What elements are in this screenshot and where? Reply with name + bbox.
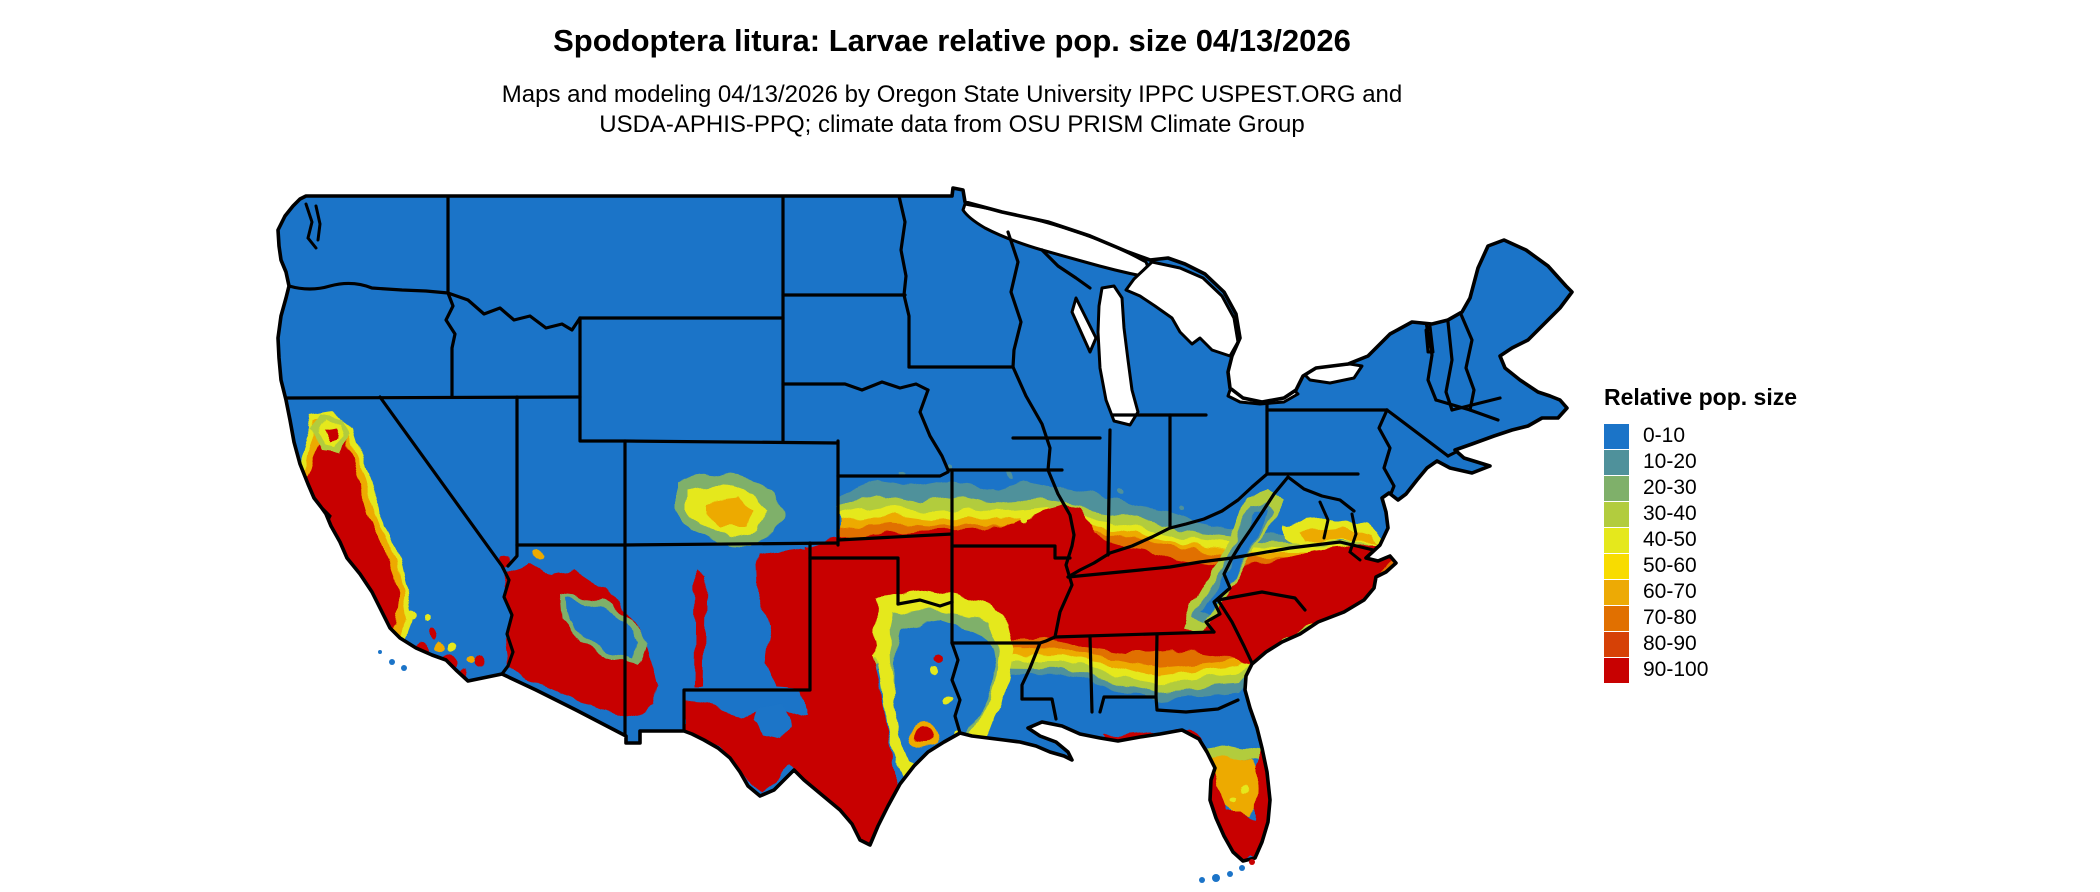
- legend-item-0-10: 0-10: [1604, 423, 1797, 449]
- subtitle-line-2: USDA-APHIS-PPQ; climate data from OSU PR…: [599, 111, 1305, 138]
- subtitle-line-1: Maps and modeling 04/13/2026 by Oregon S…: [501, 81, 1403, 108]
- legend-label: 0-10: [1643, 424, 1686, 447]
- legend-label: 10-20: [1643, 450, 1697, 473]
- legend-label: 30-40: [1643, 502, 1697, 525]
- legend-label: 20-30: [1643, 476, 1697, 499]
- green-bay: [1070, 296, 1098, 354]
- legend-label: 80-90: [1643, 632, 1697, 655]
- map-subtitle: Maps and modeling 04/13/2026 by Oregon S…: [352, 80, 1552, 140]
- legend-swatch-90-100: [1604, 657, 1629, 683]
- legend-item-10-20: 10-20: [1604, 449, 1797, 475]
- raster-warm-bands: [286, 410, 1392, 860]
- coastal-inlets: [304, 202, 1362, 562]
- legend-swatch-0-10: [1604, 423, 1629, 449]
- legend-label: 90-100: [1643, 658, 1709, 681]
- title-block: Spodoptera litura: Larvae relative pop. …: [352, 24, 1552, 140]
- legend-item-60-70: 60-70: [1604, 579, 1797, 605]
- map-title: Spodoptera litura: Larvae relative pop. …: [553, 23, 1351, 58]
- legend-title: Relative pop. size: [1604, 384, 1798, 410]
- map-raster-layers: [278, 188, 1572, 861]
- conus-outline: [276, 186, 1574, 863]
- legend-item-20-30: 20-30: [1604, 475, 1797, 501]
- legend-swatch-60-70: [1604, 579, 1629, 605]
- legend-item-50-60: 50-60: [1604, 553, 1797, 579]
- legend-item-70-80: 70-80: [1604, 605, 1797, 631]
- legend-label: 50-60: [1643, 554, 1697, 577]
- legend-swatch-30-40: [1604, 501, 1629, 527]
- legend-item-40-50: 40-50: [1604, 527, 1797, 553]
- great-lakes: [961, 202, 1435, 427]
- legend-label: 60-70: [1643, 580, 1697, 603]
- lake-michigan: [1096, 284, 1140, 427]
- florida-keys-dots: [378, 650, 1255, 883]
- legend-swatch-40-50: [1604, 527, 1629, 553]
- lake-huron: [1124, 260, 1240, 358]
- legend-label: 70-80: [1643, 606, 1697, 629]
- state-borders: [284, 194, 1502, 738]
- legend-swatch-80-90: [1604, 631, 1629, 657]
- legend-rows: 0-10 10-20 20-30 30-40 40-50 50-60 60-70 70-80 8…: [1604, 423, 1797, 683]
- legend-item-90-100: 90-100: [1604, 657, 1797, 683]
- legend-swatch-50-60: [1604, 553, 1629, 579]
- legend-item-80-90: 80-90: [1604, 631, 1797, 657]
- legend-label: 40-50: [1643, 528, 1697, 551]
- legend-item-30-40: 30-40: [1604, 501, 1797, 527]
- legend: Relative pop. size 0-10 10-20 20-30 30-40 40…: [1604, 384, 1797, 683]
- legend-swatch-20-30: [1604, 475, 1629, 501]
- legend-swatch-10-20: [1604, 449, 1629, 475]
- legend-swatch-70-80: [1604, 605, 1629, 631]
